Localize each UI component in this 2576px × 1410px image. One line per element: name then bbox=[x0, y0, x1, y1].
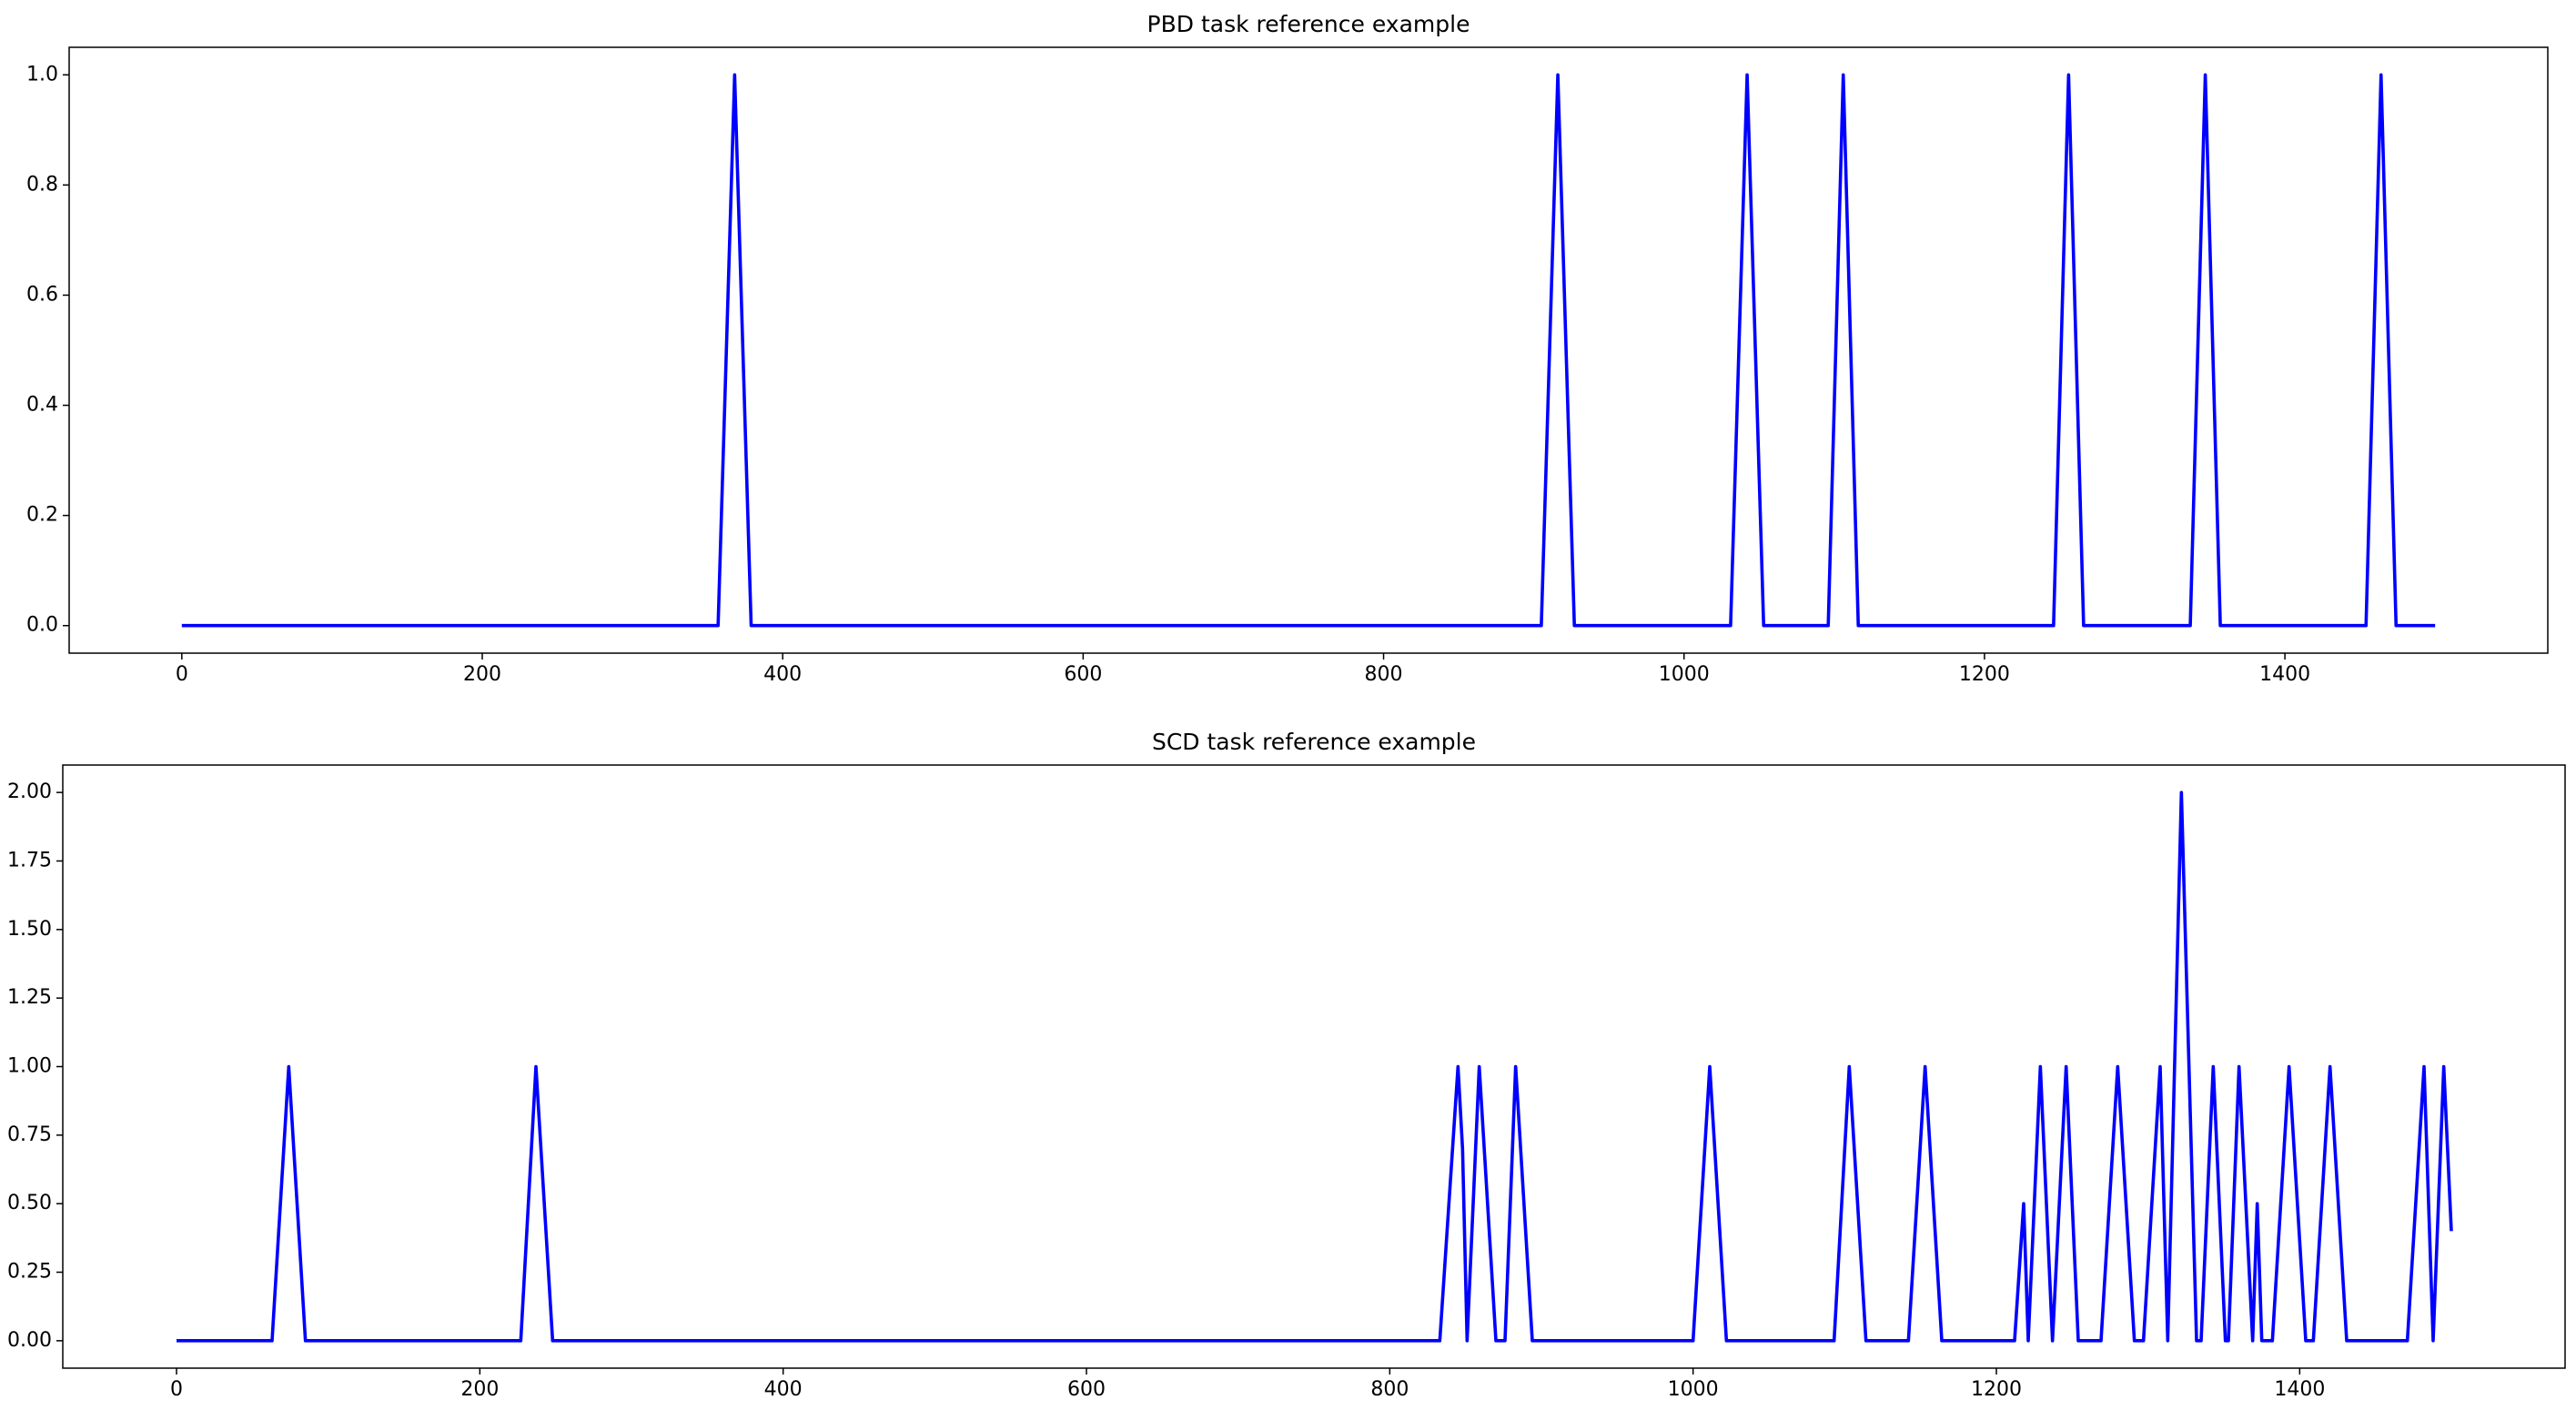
x-tick-label: 1200 bbox=[1959, 663, 2010, 686]
x-tick-label: 1400 bbox=[2274, 1378, 2325, 1401]
chart-title: PBD task reference example bbox=[1147, 11, 1470, 37]
y-tick-label: 0.2 bbox=[26, 504, 58, 527]
y-tick-label: 0.0 bbox=[26, 614, 58, 637]
x-tick-label: 600 bbox=[1064, 663, 1102, 686]
y-tick-label: 0.75 bbox=[7, 1123, 52, 1146]
y-tick-label: 1.25 bbox=[7, 986, 52, 1009]
chart: PBD task reference example 0 200 400 600 800 1… bbox=[26, 11, 2549, 686]
y-tick-label: 0.8 bbox=[26, 173, 58, 196]
y-tick-label: 0.6 bbox=[26, 283, 58, 306]
chart: SCD task reference example 0 200 400 600 800 1… bbox=[7, 729, 2566, 1401]
x-tick-label: 200 bbox=[460, 1378, 499, 1401]
y-tick-label: 2.00 bbox=[7, 781, 52, 803]
y-tick-label: 1.0 bbox=[26, 63, 58, 86]
plot-frame bbox=[62, 764, 2566, 1369]
y-tick-label: 0.25 bbox=[7, 1261, 52, 1284]
x-tick-label: 400 bbox=[764, 1378, 803, 1401]
x-tick-label: 1200 bbox=[1971, 1378, 2022, 1401]
chart-title: SCD task reference example bbox=[1152, 729, 1476, 755]
y-tick-label: 1.50 bbox=[7, 918, 52, 941]
y-tick-label: 0.50 bbox=[7, 1192, 52, 1214]
y-tick-label: 1.75 bbox=[7, 849, 52, 871]
x-tick-label: 600 bbox=[1067, 1378, 1106, 1401]
y-tick-label: 0.4 bbox=[26, 394, 58, 417]
line-series bbox=[177, 791, 2453, 1343]
x-tick-label: 1000 bbox=[1659, 663, 1710, 686]
x-tick-label: 200 bbox=[463, 663, 501, 686]
y-tick-label: 1.00 bbox=[7, 1055, 52, 1078]
x-tick-label: 800 bbox=[1365, 663, 1403, 686]
y-tick-label: 0.00 bbox=[7, 1329, 52, 1352]
x-tick-label: 0 bbox=[170, 1378, 183, 1401]
x-tick-label: 800 bbox=[1370, 1378, 1409, 1401]
plot-frame bbox=[68, 46, 2549, 654]
line-series bbox=[181, 73, 2436, 628]
x-tick-label: 1400 bbox=[2259, 663, 2310, 686]
x-tick-label: 400 bbox=[763, 663, 802, 686]
x-tick-label: 0 bbox=[176, 663, 188, 686]
x-tick-label: 1000 bbox=[1668, 1378, 1719, 1401]
